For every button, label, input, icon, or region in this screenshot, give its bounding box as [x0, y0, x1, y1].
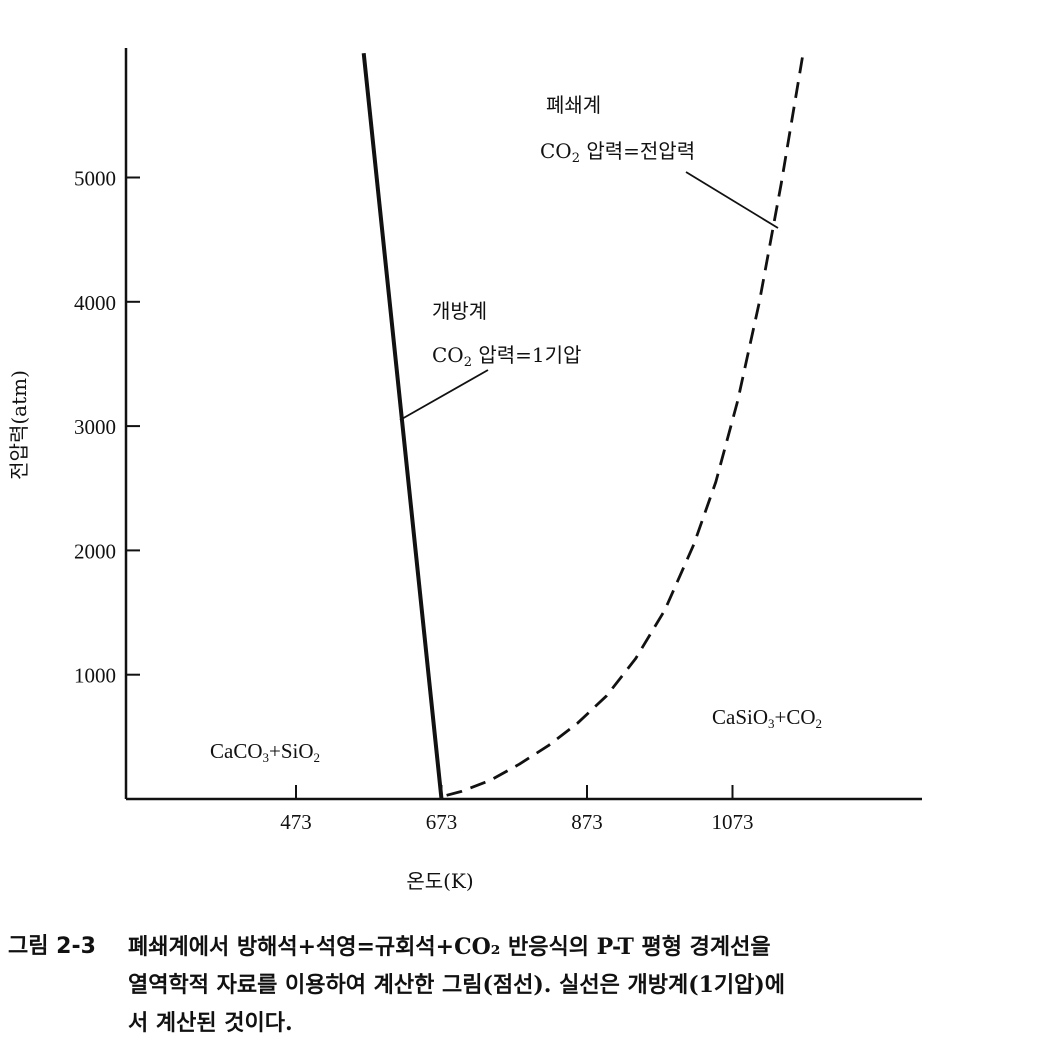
co2-label: CO: [432, 343, 464, 367]
y-tick-label: 5000: [74, 167, 116, 191]
phase-diagram: 473 673 873 1073 1000 2000 3000 4000 5000 온도(K)…: [7, 48, 922, 893]
x-ticks: 473 673 873 1073: [280, 785, 754, 834]
open-system-pressure: CO2 압력=1기압: [432, 343, 581, 370]
caption-line: 서 계산된 것이다.: [128, 1010, 293, 1036]
y-tick-label: 3000: [74, 415, 116, 439]
co2-label: CO: [540, 139, 572, 163]
y-tick-label: 1000: [74, 664, 116, 688]
caption-text: 폐쇄계에서 방해석+석영=규회석+CO₂ 반응식의 P-T 평형 경계선을 열역…: [128, 928, 928, 1042]
open-system-title: 개방계: [432, 299, 487, 323]
y-ticks: 1000 2000 3000 4000 5000: [74, 167, 140, 688]
y-tick-label: 4000: [74, 291, 116, 315]
y-tick-label: 2000: [74, 539, 116, 563]
x-tick-label: 673: [426, 810, 458, 834]
caption-line: 폐쇄계에서 방해석+석영=규회석+CO₂ 반응식의 P-T 평형 경계선을: [128, 934, 771, 960]
open-pressure-text: 압력=1기압: [472, 343, 581, 367]
closed-system-leader: [685, 171, 779, 229]
open-system-leader: [399, 369, 489, 421]
closed-system-title: 폐쇄계: [546, 93, 601, 117]
region-label-products: CaSiO3+CO2: [712, 705, 822, 731]
co2-subscript: 2: [572, 151, 580, 166]
region-label-reactants: CaCO3+SiO2: [210, 739, 320, 765]
x-tick-label: 473: [280, 810, 312, 834]
series-layer: [361, 52, 805, 800]
closed-system-pressure: CO2 압력=전압력: [540, 139, 695, 166]
closed-pressure-text: 압력=전압력: [580, 139, 695, 163]
caption-line: 열역학적 자료를 이용하여 계산한 그림(점선). 실선은 개방계(1기압)에: [128, 972, 786, 998]
x-tick-label: 1073: [712, 810, 754, 834]
y-axis-title: 전압력(atm): [7, 370, 31, 480]
x-tick-label: 873: [571, 810, 603, 834]
open-system-boundary-line: [361, 52, 444, 800]
caption-label: 그림 2-3: [8, 934, 96, 959]
closed-system-boundary-line: [446, 52, 805, 797]
co2-subscript: 2: [464, 355, 472, 370]
x-axis-title: 온도(K): [406, 869, 473, 893]
